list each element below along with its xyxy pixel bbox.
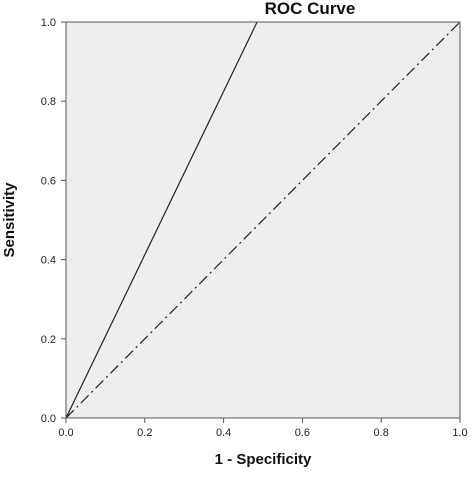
- y-axis-label: Sensitivity: [1, 182, 18, 258]
- y-tick-label: 1.0: [41, 17, 56, 29]
- x-tick-label: 1.0: [452, 427, 467, 439]
- y-tick-label: 0.4: [41, 255, 56, 267]
- roc-curve-line: [66, 22, 258, 418]
- chart-title: ROC Curve: [265, 0, 356, 18]
- x-tick-label: 0.0: [58, 427, 73, 439]
- plot-frame: [65, 21, 461, 419]
- reference-diagonal-line: [66, 22, 460, 418]
- y-tick-label: 0.6: [41, 175, 56, 187]
- x-tick-label: 0.4: [216, 427, 231, 439]
- y-tick-label: 0.2: [41, 334, 56, 346]
- x-tick-label: 0.8: [374, 427, 389, 439]
- y-tick-label: 0.0: [41, 413, 56, 425]
- y-tick-label: 0.8: [41, 96, 56, 108]
- x-tick-label: 0.2: [137, 427, 152, 439]
- x-tick-label: 0.6: [295, 427, 310, 439]
- x-axis-label: 1 - Specificity: [215, 451, 312, 468]
